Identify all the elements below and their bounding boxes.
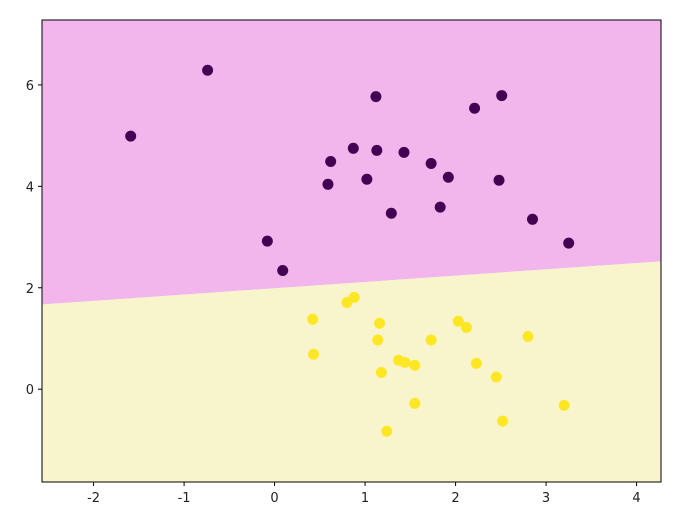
x-tick-label: -2: [87, 491, 100, 506]
scatter-point: [385, 207, 397, 219]
scatter-point: [371, 144, 383, 156]
y-tick-label: 2: [26, 282, 34, 297]
scatter-point: [496, 90, 508, 102]
scatter-point: [460, 321, 472, 333]
scatter-point: [370, 91, 382, 103]
scatter-point: [375, 366, 387, 378]
scatter-point: [452, 315, 464, 327]
y-tick-label: 4: [26, 180, 34, 195]
scatter-point: [493, 174, 505, 186]
scatter-point: [374, 317, 386, 329]
x-tick-label: 3: [542, 491, 550, 506]
scatter-point: [442, 171, 454, 183]
scatter-point: [398, 146, 410, 158]
scatter-point: [409, 359, 421, 371]
scatter-point: [522, 330, 534, 342]
scatter-point: [563, 237, 575, 249]
x-tick-label: -1: [178, 491, 191, 506]
plot-frame: [41, 19, 662, 483]
x-tick-label: 2: [451, 491, 459, 506]
scatter-point: [347, 142, 359, 154]
x-tick-label: 4: [632, 491, 640, 506]
scatter-point: [469, 102, 481, 114]
scatter-point: [202, 64, 214, 76]
lower-region: [42, 261, 661, 482]
scatter-point: [497, 415, 509, 427]
scatter-point: [277, 265, 289, 277]
upper-region: [42, 20, 661, 305]
scatter-point: [381, 425, 393, 437]
scatter-point: [125, 130, 137, 142]
scatter-point: [307, 348, 319, 360]
scatter-point: [307, 313, 319, 325]
scatter-point: [348, 291, 360, 303]
scatter-point: [409, 397, 421, 409]
y-tick-label: 0: [26, 383, 34, 398]
scatter-point: [490, 371, 502, 383]
scatter-point: [399, 356, 411, 368]
scatter-point: [372, 334, 384, 346]
scatter-point: [361, 173, 373, 185]
scatter-point: [470, 357, 482, 369]
scatter-point: [526, 213, 538, 225]
scatter-point: [425, 158, 437, 170]
scatter-point: [261, 235, 273, 247]
scatter-point: [325, 155, 337, 167]
x-tick-label: 1: [361, 491, 369, 506]
x-tick-label: 0: [270, 491, 278, 506]
scatter-point: [425, 334, 437, 346]
scatter-point: [322, 178, 334, 190]
scatter-point: [434, 201, 446, 213]
scatter-point: [558, 399, 570, 411]
y-tick-label: 6: [26, 79, 34, 94]
